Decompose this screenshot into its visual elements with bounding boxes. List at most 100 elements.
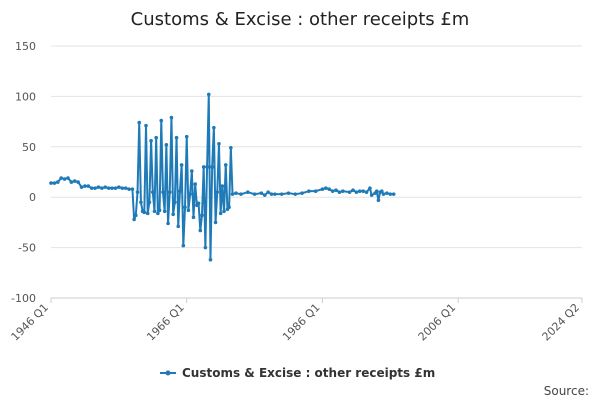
data-point [313,189,318,193]
data-point [273,192,277,196]
data-point [130,187,135,191]
data-point [229,146,233,150]
data-point [55,180,60,184]
legend-label: Customs & Excise : other receipts £m [182,366,435,380]
data-point [162,209,167,214]
data-point [222,209,226,214]
data-point [150,190,155,194]
data-point [59,176,63,180]
data-point [354,190,359,194]
data-point [234,191,238,195]
data-point [245,190,250,194]
data-point [223,163,228,167]
data-point [179,163,184,167]
data-point [117,185,121,189]
x-tick-label: 2024 Q2 [540,301,583,344]
data-point [218,211,223,216]
data-point [52,181,57,185]
series-line [51,93,394,261]
data-point [227,205,231,210]
data-point [239,192,243,196]
data-point [127,187,131,191]
data-point [208,257,213,262]
data-point [217,141,221,146]
data-point [259,191,264,195]
data-point [220,184,225,188]
data-point [149,138,153,143]
data-point [103,185,108,189]
data-point [364,190,369,194]
data-point [132,217,136,222]
data-point [374,189,379,193]
data-point [201,165,206,169]
y-tick-label: 0 [29,191,36,204]
data-point [385,191,389,195]
grid-lines [51,45,582,299]
data-point [134,213,138,218]
x-axis-ticks: 1946 Q1 1966 Q1 1986 Q1 2006 Q1 2024 Q2 [9,297,583,344]
data-point [157,208,162,213]
data-point [69,180,74,184]
series-layer [49,92,396,262]
x-tick-label: 1966 Q1 [144,301,187,344]
data-point [205,165,209,169]
data-point [206,92,211,97]
data-point [320,187,325,191]
data-point [193,182,197,186]
data-point [230,192,235,196]
data-point [156,211,160,216]
data-point [76,180,80,184]
data-point [376,198,381,203]
data-point [391,192,396,196]
data-point [266,190,270,194]
legend[interactable]: Customs & Excise : other receipts £m [160,366,435,380]
data-point [337,190,342,194]
data-point [106,186,111,190]
data-point [113,186,118,190]
y-tick-label: -100 [11,292,36,305]
data-point [212,125,216,130]
data-point [152,209,157,214]
data-point [381,192,386,196]
data-point [286,191,291,195]
data-point [154,135,158,140]
data-point [144,123,148,128]
data-point [357,189,362,193]
data-point [123,186,128,190]
source-label: Source: [544,384,589,398]
x-tick-label: 1986 Q1 [280,301,323,344]
y-tick-label: 150 [15,40,36,53]
data-point [293,192,298,196]
data-point [181,243,186,248]
data-point [164,142,169,147]
data-point [300,191,304,195]
data-point [330,189,335,193]
data-point [173,200,177,205]
data-point [139,200,143,205]
data-point [178,189,182,193]
data-point [100,186,104,190]
data-point [215,190,220,194]
x-tick-label: 1946 Q1 [9,301,52,344]
data-point [142,210,147,215]
data-point [186,208,191,213]
data-point [368,186,372,190]
data-point [79,185,84,189]
x-tick-label: 2006 Q1 [416,301,459,344]
data-point [169,115,174,120]
data-point [351,188,355,192]
y-tick-label: -50 [18,242,36,255]
data-point [203,245,208,250]
data-point [334,188,338,192]
y-tick-label: 100 [15,90,36,103]
data-point [324,186,328,190]
data-point [341,189,345,193]
data-point [347,190,352,194]
y-tick-label: 50 [22,141,36,154]
data-point [161,190,165,194]
data-point [145,211,150,216]
data-point [198,228,203,233]
data-point [191,215,196,220]
data-point [135,190,140,194]
data-point [269,192,274,196]
